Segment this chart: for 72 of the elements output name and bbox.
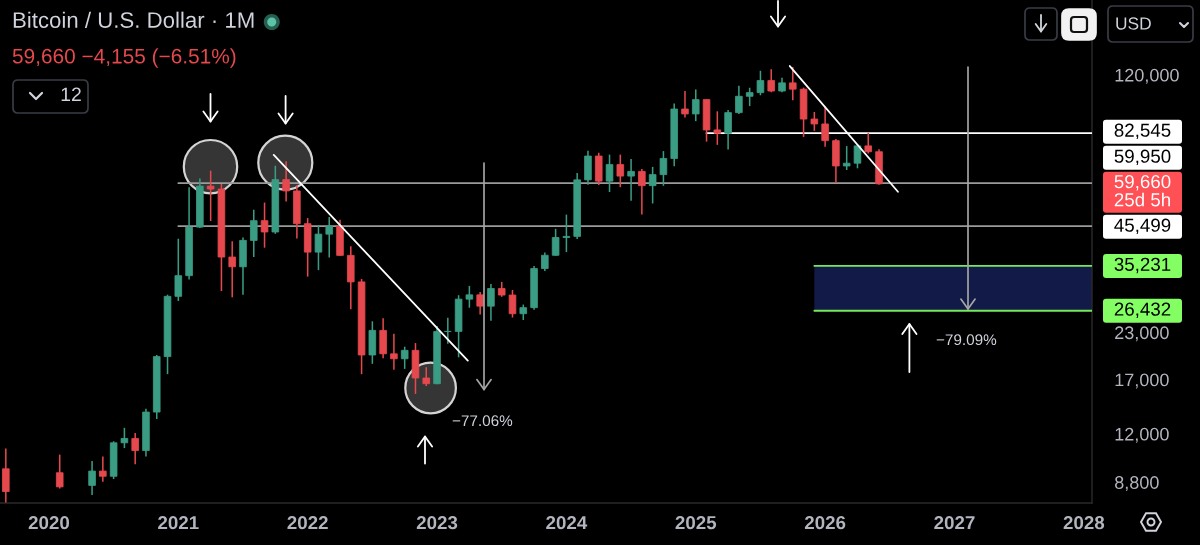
y-tick-label: 120,000 <box>1115 68 1179 84</box>
candlestick <box>638 168 646 216</box>
candlestick <box>2 447 10 503</box>
x-tick-label: 2020 <box>28 516 70 530</box>
candlestick <box>735 85 743 115</box>
x-tick-label: 2022 <box>287 516 328 530</box>
annotation: −77.06% <box>452 415 513 427</box>
candlestick <box>681 90 689 119</box>
candlestick <box>648 166 657 205</box>
candlestick <box>99 455 107 483</box>
data-label: 45,499 <box>1114 218 1171 235</box>
text: USD <box>1116 17 1151 30</box>
candlestick <box>713 110 722 146</box>
chart-title: Bitcoin / U.S. Dollar · 1M <box>13 11 254 28</box>
y-tick-label: 12,000 <box>1115 427 1169 443</box>
candlestick <box>627 158 635 202</box>
candlestick <box>821 105 829 148</box>
candlestick <box>120 427 129 449</box>
x-tick-label: 2023 <box>416 516 458 530</box>
candlestick <box>842 145 851 171</box>
text: 59,660 −4,155 (−6.51%) <box>12 48 236 68</box>
candlestick <box>174 237 183 302</box>
y-tick-label: 8,800 <box>1115 476 1159 492</box>
y-tick-label: 17,000 <box>1115 373 1169 389</box>
candlestick <box>444 317 452 345</box>
candlestick <box>260 201 269 249</box>
candlestick <box>789 66 797 101</box>
candlestick <box>864 131 873 155</box>
annotation: −79.09% <box>936 334 997 346</box>
candlestick <box>605 153 614 193</box>
data-label: 82,545 <box>1114 123 1171 140</box>
data-label: 59,950 <box>1114 149 1171 166</box>
candlestick <box>325 216 333 259</box>
candlestick <box>745 86 754 107</box>
candlestick <box>756 70 765 97</box>
x-tick-label: 2025 <box>675 516 717 530</box>
candlestick <box>228 240 236 299</box>
candlestick <box>250 209 258 258</box>
candlestick <box>487 283 495 322</box>
x-tick-label: 2028 <box>1063 516 1105 530</box>
data-label: 35,231 <box>1114 257 1171 274</box>
candlestick <box>314 224 323 271</box>
candlestick <box>476 291 484 316</box>
candlestick <box>400 345 409 370</box>
candlestick <box>282 160 290 203</box>
candlestick <box>853 143 862 170</box>
annotation: 12 <box>61 87 81 102</box>
candlestick <box>55 453 64 490</box>
y-tick-label: 23,000 <box>1115 326 1169 342</box>
candlestick <box>422 366 431 387</box>
candlestick <box>390 333 398 371</box>
candlestick <box>465 285 474 309</box>
candlestick <box>541 251 549 272</box>
candlestick <box>724 109 732 151</box>
candlestick <box>584 149 592 186</box>
candlestick <box>206 169 215 222</box>
candlestick <box>810 111 819 132</box>
candlestick <box>379 317 387 359</box>
x-tick-label: 2024 <box>546 516 588 530</box>
candlestick <box>659 150 668 187</box>
candlestick <box>508 289 517 319</box>
candlestick <box>616 153 625 188</box>
candlestick <box>88 460 96 496</box>
x-tick-label: 2026 <box>804 516 846 530</box>
candlestick <box>131 432 139 465</box>
candlestick <box>692 88 700 122</box>
x-tick-label: 2027 <box>934 516 975 530</box>
x-tick-label: 2021 <box>158 516 199 530</box>
candlestick <box>551 228 560 257</box>
data-label: 26,432 <box>1114 302 1171 318</box>
text: 59,660 25d 5h <box>1114 175 1171 207</box>
candlestick <box>562 213 571 253</box>
